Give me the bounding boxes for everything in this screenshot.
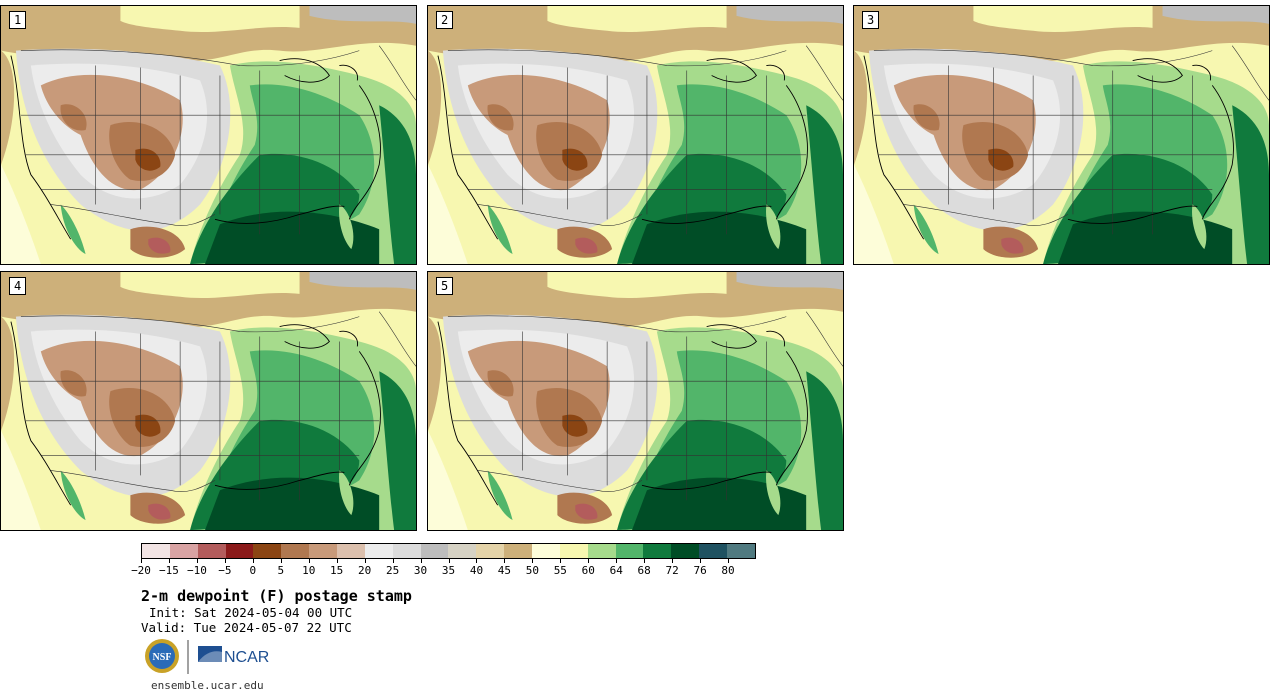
colorbar-tick <box>560 559 562 563</box>
valid-time: Valid: Tue 2024-05-07 22 UTC <box>141 620 352 635</box>
colorbar-swatch <box>587 544 616 558</box>
map-panel-4: 4 <box>0 271 417 531</box>
colorbar-tick-label: 45 <box>497 564 512 577</box>
colorbar-swatch <box>392 544 421 558</box>
colorbar-tick <box>141 559 142 563</box>
colorbar-swatch <box>225 544 254 558</box>
colorbar-swatch <box>253 544 282 558</box>
colorbar-tick <box>700 559 702 563</box>
colorbar-tick <box>504 559 506 563</box>
colorbar-tick <box>728 559 730 563</box>
colorbar-tick-label: 35 <box>441 564 456 577</box>
colorbar-swatch <box>420 544 449 558</box>
colorbar-swatch <box>197 544 226 558</box>
colorbar-tick-label: 68 <box>637 564 651 577</box>
nsf-logo: NSF <box>145 639 179 673</box>
colorbar-tick <box>420 559 422 563</box>
ncar-logo: NCAR <box>198 646 269 666</box>
colorbar-tick <box>196 559 198 563</box>
colorbar-swatch <box>643 544 672 558</box>
colorbar-tick-label: 55 <box>553 564 567 577</box>
colorbar-tick <box>224 559 226 563</box>
site-url: ensemble.ucar.edu <box>151 679 264 692</box>
colorbar-tick <box>392 559 394 563</box>
colorbar <box>141 543 756 559</box>
panel-label: 3 <box>862 11 880 29</box>
map-panel-5: 5 <box>427 271 844 531</box>
colorbar-tick <box>616 559 618 563</box>
colorbar-tick-label: 15 <box>330 564 344 577</box>
colorbar-tick-label: 76 <box>693 564 707 577</box>
colorbar-tick <box>280 559 282 563</box>
colorbar-swatch <box>559 544 588 558</box>
colorbar-swatch <box>532 544 560 558</box>
figure-title: 2-m dewpoint (F) postage stamp <box>141 587 412 605</box>
colorbar-swatch <box>142 544 170 558</box>
colorbar-tick-label: −20 <box>131 564 151 577</box>
colorbar-tick <box>476 559 478 563</box>
colorbar-tick <box>252 559 254 563</box>
colorbar-tick <box>364 559 366 563</box>
colorbar-swatch <box>309 544 338 558</box>
colorbar-tick-label: −10 <box>186 564 207 577</box>
colorbar-tick-label: 20 <box>358 564 372 577</box>
colorbar-tick-label: 25 <box>385 564 400 577</box>
colorbar-tick-label: 60 <box>581 564 595 577</box>
dewpoint-map <box>1 6 416 264</box>
colorbar-swatch <box>476 544 505 558</box>
colorbar-tick <box>168 559 170 563</box>
colorbar-swatch <box>364 544 393 558</box>
colorbar-tick-label: 0 <box>249 564 257 577</box>
colorbar-tick <box>336 559 338 563</box>
dewpoint-map <box>428 6 843 264</box>
logos: NSF NCAR <box>145 639 269 674</box>
map-panel-1: 1 <box>0 5 417 265</box>
colorbar-tick <box>644 559 646 563</box>
nsf-logo-text: NSF <box>153 652 172 663</box>
colorbar-tick-label: 72 <box>665 564 679 577</box>
colorbar-tick-label: 50 <box>525 564 539 577</box>
colorbar-swatch <box>615 544 644 558</box>
panel-label: 5 <box>436 277 454 295</box>
dewpoint-map <box>854 6 1269 264</box>
colorbar-swatch <box>281 544 310 558</box>
colorbar-tick-label: 30 <box>413 564 428 577</box>
colorbar-tick-label: 10 <box>302 564 316 577</box>
dewpoint-map <box>1 272 416 530</box>
colorbar-tick <box>672 559 674 563</box>
colorbar-swatch <box>169 544 198 558</box>
colorbar-tick <box>448 559 450 563</box>
dewpoint-map <box>428 272 843 530</box>
colorbar-tick-label: 5 <box>277 564 285 577</box>
colorbar-tick <box>308 559 310 563</box>
colorbar-tick-label: −15 <box>159 564 179 577</box>
colorbar-tick-label: 80 <box>721 564 735 577</box>
colorbar-swatch <box>699 544 728 558</box>
ncar-logo-text: NCAR <box>224 649 269 666</box>
colorbar-swatch <box>504 544 533 558</box>
colorbar-tick-label: 40 <box>469 564 484 577</box>
colorbar-tick <box>588 559 590 563</box>
colorbar-swatch <box>448 544 477 558</box>
init-time: Init: Sat 2024-05-04 00 UTC <box>149 605 353 620</box>
panel-label: 4 <box>9 277 27 295</box>
colorbar-tick <box>532 559 534 563</box>
colorbar-swatch <box>337 544 365 558</box>
colorbar-tick-label: −5 <box>218 564 232 577</box>
map-panel-3: 3 <box>853 5 1270 265</box>
colorbar-swatch <box>671 544 700 558</box>
colorbar-ticks: −20 −15 −10 −5 0 5 10 15 20 25 30 35 40 45 50 55 60 64 68 7… <box>131 559 756 579</box>
panel-label: 1 <box>9 11 27 29</box>
panel-label: 2 <box>436 11 454 29</box>
colorbar-swatch <box>727 544 755 558</box>
map-panel-2: 2 <box>427 5 844 265</box>
colorbar-tick-label: 64 <box>609 564 623 577</box>
